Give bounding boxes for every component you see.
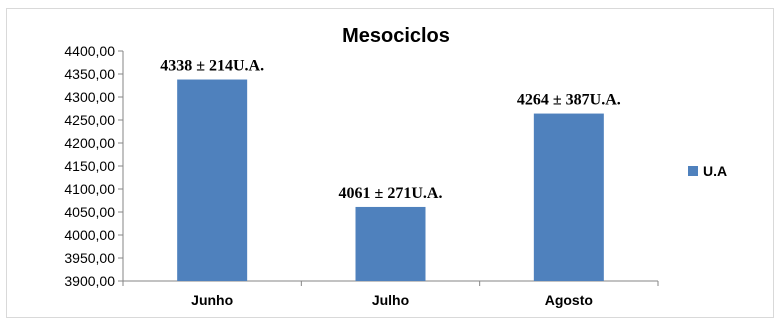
y-tick-label: 3950,00 — [64, 250, 115, 266]
data-label: 4061 ± 271U.A. — [339, 185, 443, 202]
y-tick-label: 4250,00 — [64, 112, 115, 128]
legend: U.A — [688, 163, 727, 179]
y-tick-label: 4150,00 — [64, 158, 115, 174]
y-tick-label: 4350,00 — [64, 66, 115, 82]
y-tick-label: 4050,00 — [64, 204, 115, 220]
bar-julho — [355, 206, 426, 281]
data-label: 4338 ± 214U.A. — [160, 58, 264, 75]
y-tick-label: 4200,00 — [64, 135, 115, 151]
chart-title: Mesociclos — [342, 25, 450, 47]
x-category-label: Junho — [191, 292, 233, 308]
legend-swatch — [688, 166, 698, 176]
y-tick-label: 4400,00 — [64, 43, 115, 59]
bar-agosto — [533, 113, 604, 281]
x-category-label: Julho — [372, 292, 409, 308]
legend-label: U.A — [703, 163, 727, 179]
bars: 4338 ± 214U.A. 4061 ± 271U.A. 4264 ± 387U.… — [160, 58, 621, 282]
bar-junho — [177, 79, 248, 282]
y-tick-label: 4300,00 — [64, 89, 115, 105]
axes: 3900,00 3950,00 4000,00 4050,00 4100,00 4150,… — [64, 43, 659, 308]
x-category-label: Agosto — [545, 292, 593, 308]
y-tick-label: 4000,00 — [64, 227, 115, 243]
y-tick-label: 4100,00 — [64, 181, 115, 197]
y-tick-label: 3900,00 — [64, 273, 115, 289]
data-label: 4264 ± 387U.A. — [517, 92, 621, 109]
